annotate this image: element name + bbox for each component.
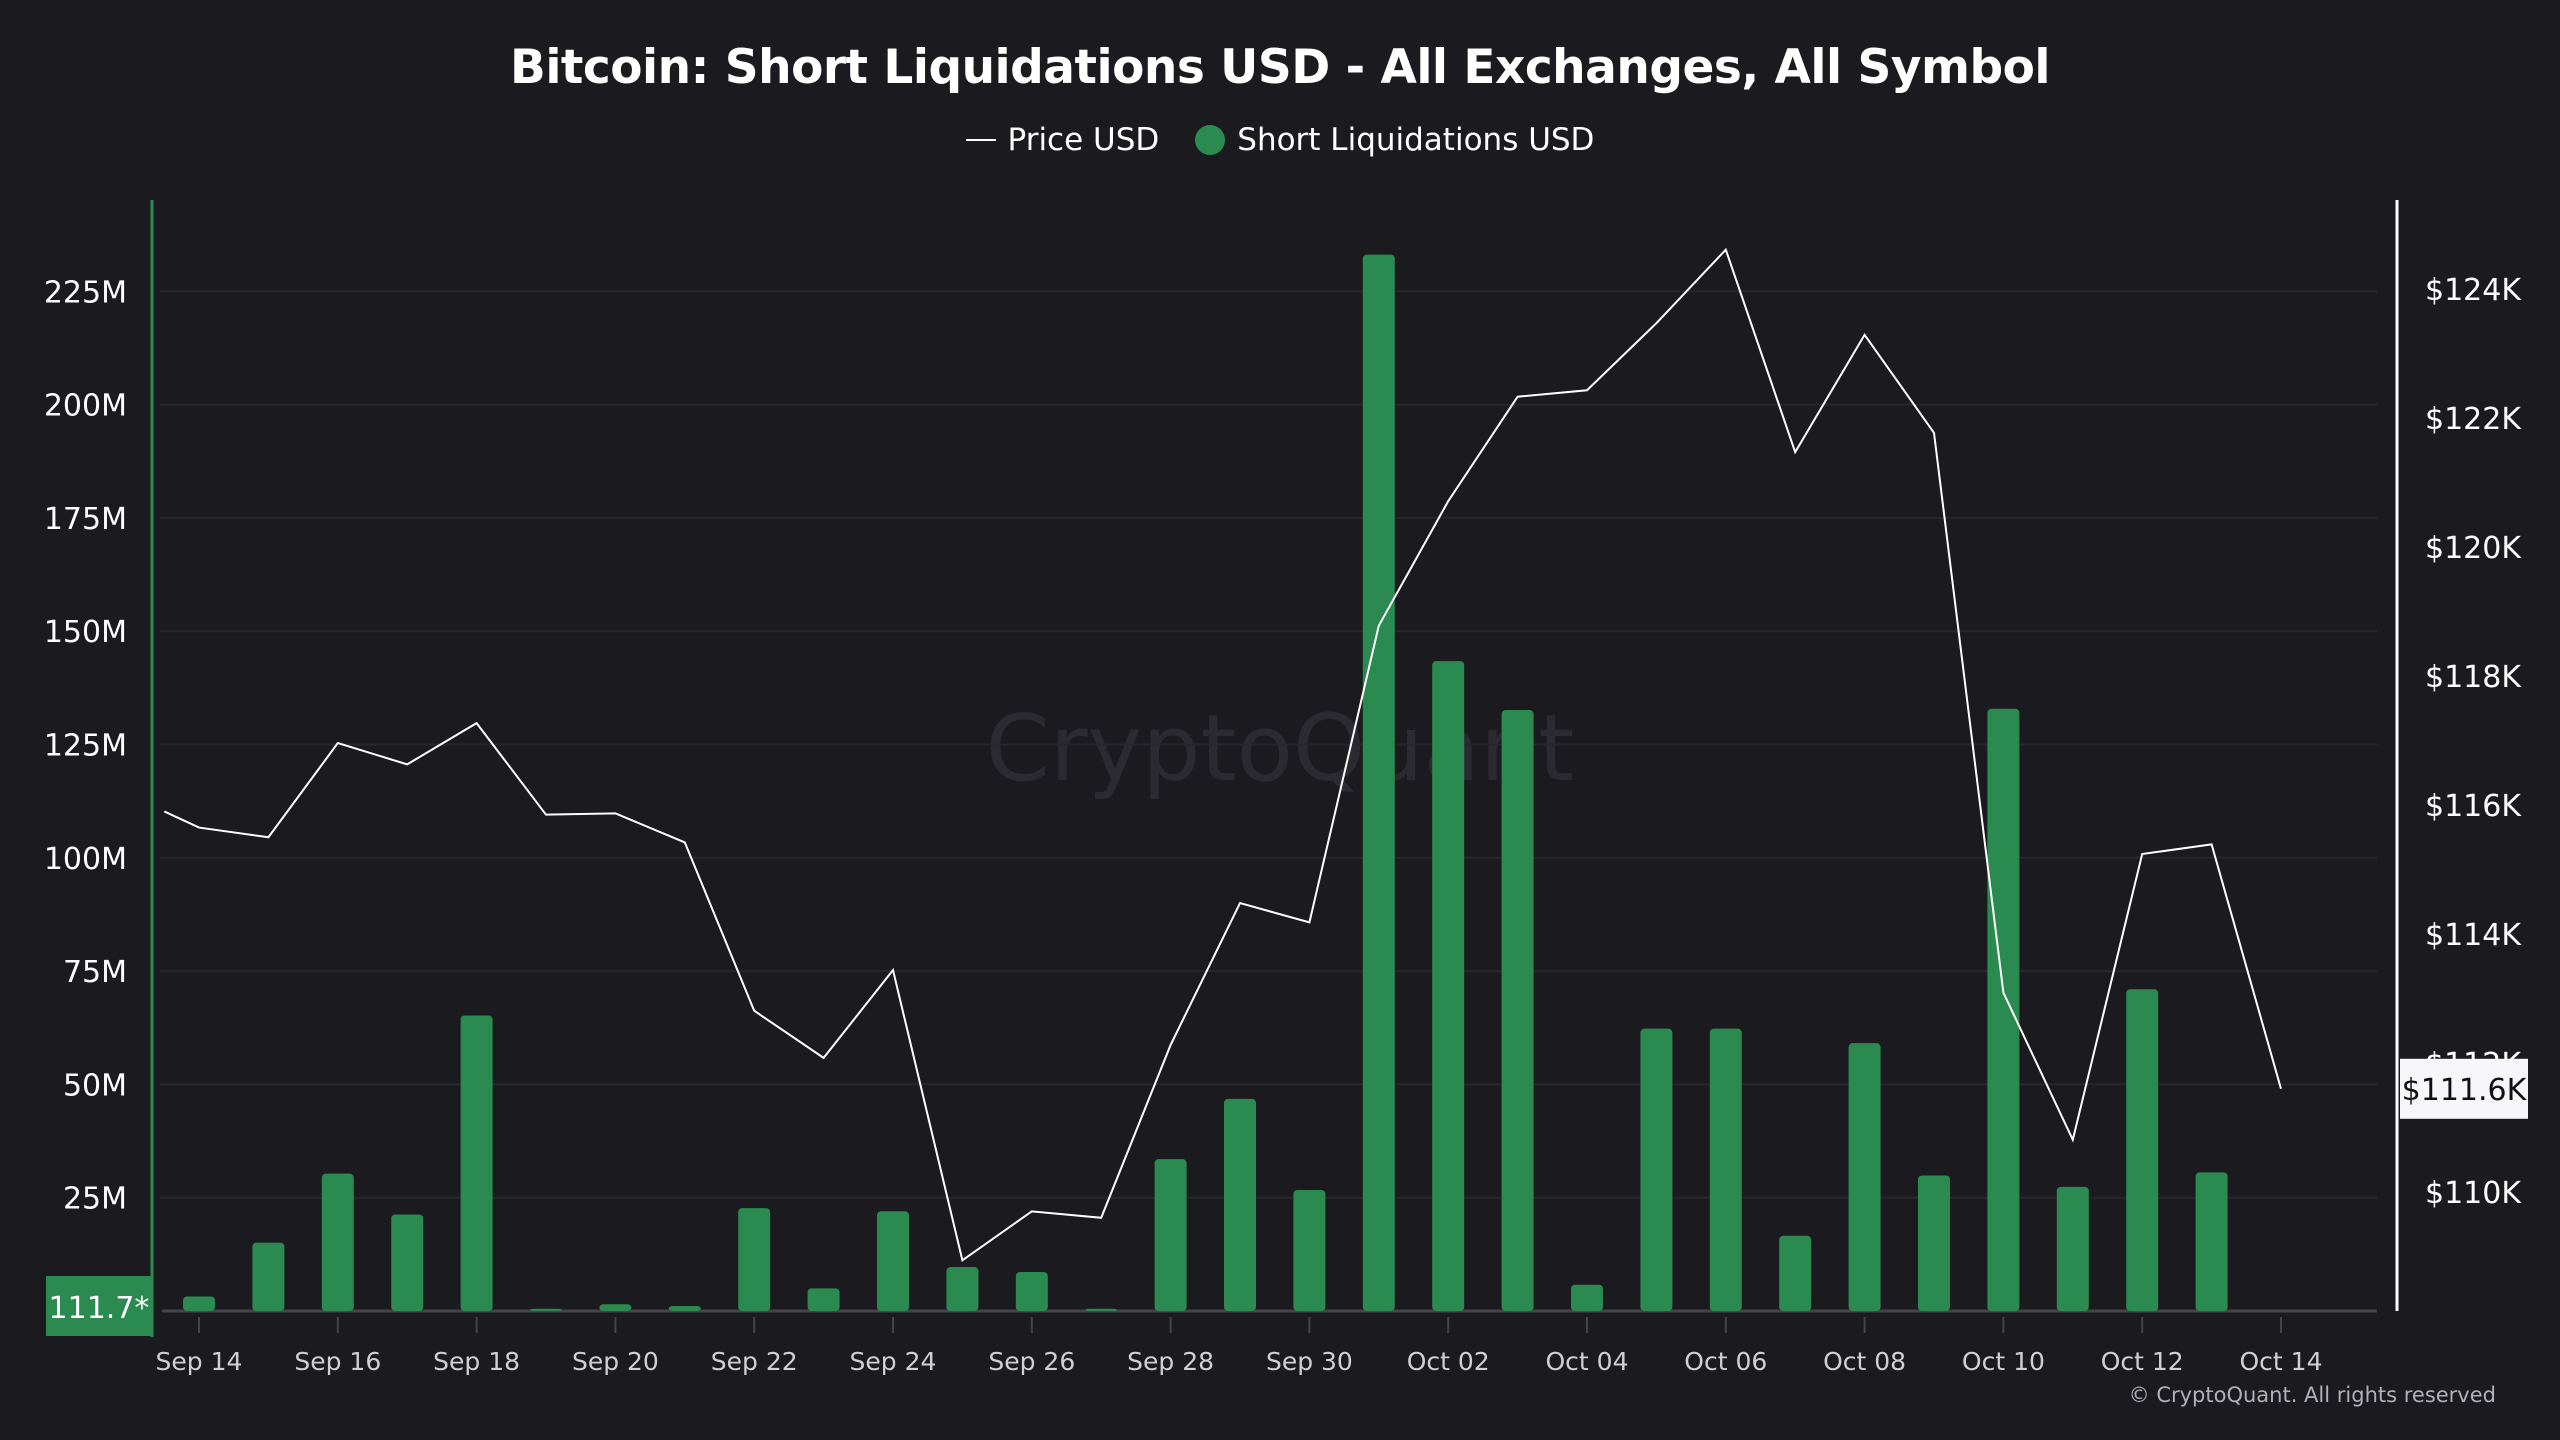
y-right-tick-label: $110K — [2425, 1176, 2522, 1211]
bar-oct-08 — [1848, 1043, 1881, 1311]
bar-sep-15 — [252, 1242, 285, 1311]
bar-sep-25 — [946, 1267, 979, 1311]
y-right-tick-label: $118K — [2425, 660, 2522, 695]
copyright: © CryptoQuant. All rights reserved — [2128, 1383, 2496, 1407]
y-right-tick-label: $124K — [2425, 273, 2522, 308]
y-right-tick-label: $120K — [2425, 531, 2522, 566]
bar-oct-12 — [2126, 989, 2159, 1311]
legend-liq-label: Short Liquidations USD — [1237, 122, 1595, 158]
y-left-tick-label: 125M — [44, 729, 127, 764]
legend-short-liquidations[interactable]: Short Liquidations USD — [1195, 122, 1594, 158]
x-tick-label: Sep 24 — [850, 1347, 937, 1376]
y-left-tick-label: 225M — [44, 275, 127, 310]
bar-oct-03 — [1501, 710, 1534, 1311]
x-tick-label: Sep 22 — [711, 1347, 798, 1376]
y-left-tick-label: 200M — [44, 389, 127, 424]
x-tick-label: Sep 26 — [988, 1347, 1075, 1376]
y-right-tick-label: $114K — [2425, 918, 2522, 953]
bar-oct-04 — [1571, 1284, 1603, 1311]
x-tick-label: Sep 28 — [1127, 1347, 1214, 1376]
bar-sep-23 — [807, 1288, 840, 1311]
current-liq-label: 111.7* — [49, 1291, 150, 1326]
x-tick-label: Sep 16 — [294, 1347, 381, 1376]
bar-sep-21 — [668, 1306, 701, 1311]
bar-sep-19 — [530, 1308, 562, 1311]
bar-oct-01 — [1362, 254, 1395, 1311]
chart-title: Bitcoin: Short Liquidations USD - All Ex… — [510, 40, 2051, 95]
line-swatch-icon — [965, 139, 996, 141]
y-left-tick-label: 175M — [44, 502, 127, 537]
current-price-badge — [2400, 1058, 2528, 1119]
x-tick-label: Sep 14 — [156, 1347, 243, 1376]
bar-oct-02 — [1432, 661, 1465, 1311]
bar-oct-11 — [2056, 1186, 2089, 1311]
x-tick-label: Sep 30 — [1266, 1347, 1353, 1376]
legend-price-label: Price USD — [1007, 122, 1160, 158]
x-tick-label: Oct 08 — [1823, 1347, 1906, 1376]
price-line — [163, 247, 2282, 1263]
bar-sep-27 — [1085, 1308, 1118, 1311]
bar-sep-26 — [1015, 1272, 1048, 1311]
watermark: CryptoQuant — [986, 695, 1575, 802]
legend-price[interactable]: Price USD — [965, 122, 1160, 158]
y-left-tick-label: 50M — [63, 1068, 127, 1103]
x-tick-label: Oct 10 — [1962, 1347, 2045, 1376]
bar-oct-06 — [1709, 1028, 1742, 1311]
x-tick-label: Oct 14 — [2240, 1347, 2323, 1376]
x-tick-label: Oct 06 — [1684, 1347, 1767, 1376]
y-right-tick-label: $122K — [2425, 402, 2522, 437]
bar-oct-13 — [2195, 1172, 2228, 1311]
bar-sep-29 — [1224, 1098, 1256, 1311]
y-left-tick-label: 75M — [63, 955, 127, 990]
circle-swatch-icon — [1195, 125, 1226, 155]
x-tick-label: Oct 02 — [1407, 1347, 1490, 1376]
x-tick-label: Oct 12 — [2101, 1347, 2184, 1376]
x-tick-label: Sep 18 — [433, 1347, 520, 1376]
bar-oct-09 — [1918, 1175, 1950, 1311]
current-liq-badge — [46, 1276, 152, 1336]
bar-oct-07 — [1779, 1235, 1812, 1311]
y-right-tick-label: $116K — [2425, 789, 2522, 824]
bar-sep-18 — [460, 1015, 493, 1311]
bar-oct-10 — [1987, 708, 2020, 1311]
bar-sep-17 — [391, 1214, 424, 1311]
legend: Price USD Short Liquidations USD — [0, 122, 2560, 158]
bar-sep-14 — [183, 1296, 215, 1311]
x-tick-label: Sep 20 — [572, 1347, 659, 1376]
y-left-tick-label: 150M — [44, 615, 127, 650]
bar-sep-20 — [599, 1304, 632, 1311]
bar-sep-16 — [321, 1173, 354, 1311]
y-left-tick-label: 100M — [44, 842, 127, 877]
bar-oct-05 — [1640, 1028, 1673, 1311]
bar-sep-22 — [738, 1208, 771, 1311]
y-left-tick-label: 25M — [63, 1182, 127, 1217]
bar-sep-28 — [1154, 1159, 1187, 1311]
current-price-label: $111.6K — [2402, 1073, 2528, 1108]
bar-sep-24 — [877, 1211, 909, 1311]
x-tick-label: Oct 04 — [1546, 1347, 1629, 1376]
bar-sep-30 — [1293, 1189, 1326, 1311]
